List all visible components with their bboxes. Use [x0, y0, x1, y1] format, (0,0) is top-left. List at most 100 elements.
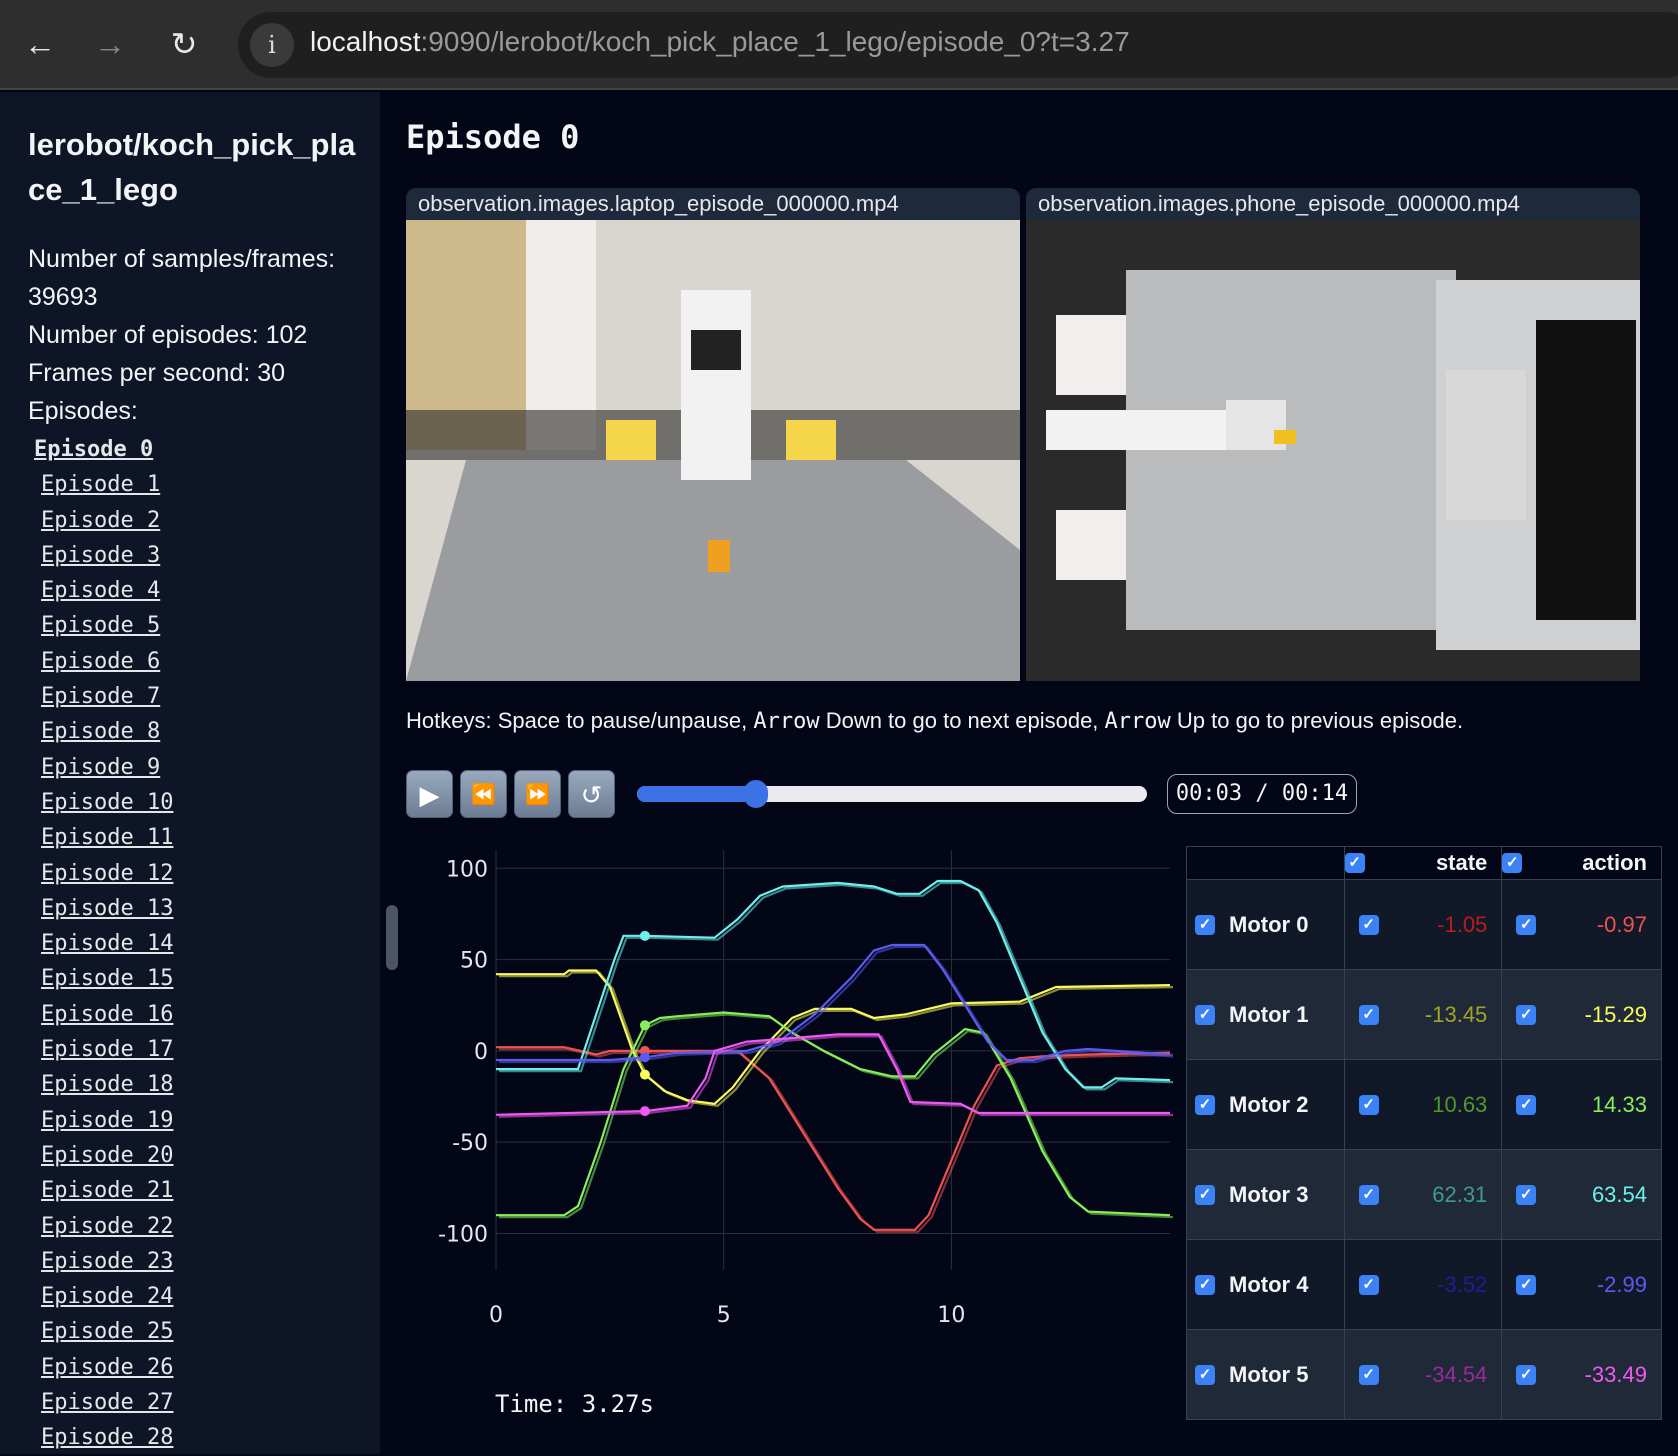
cursor-point — [639, 930, 650, 941]
video-phone[interactable]: observation.images.phone_episode_000000.… — [1026, 188, 1640, 681]
motor-checkbox[interactable]: ✓ — [1195, 914, 1215, 935]
address-bar[interactable]: i localhost:9090/lerobot/koch_pick_place… — [238, 12, 1678, 78]
episode-link[interactable]: Episode 16 — [41, 1001, 174, 1027]
state-all-checkbox[interactable]: ✓ — [1344, 853, 1365, 873]
state-checkbox[interactable]: ✓ — [1358, 1364, 1379, 1385]
time-display: 00:03 / 00:14 — [1167, 774, 1357, 814]
episode-link[interactable]: Episode 14 — [41, 931, 174, 957]
state-checkbox[interactable]: ✓ — [1358, 1184, 1379, 1205]
back-icon[interactable]: ← — [24, 26, 56, 62]
state-cell: ✓ 62.31 — [1343, 1149, 1503, 1240]
slider-handle[interactable] — [744, 780, 769, 808]
action-cell: ✓ 14.33 — [1501, 1059, 1662, 1150]
episode-link[interactable]: Episode 21 — [41, 1178, 174, 1204]
motor-chart[interactable]: 0 5 10 100 50 0 -50 -100 — [420, 840, 1180, 1400]
x-tick-label: 10 — [937, 1303, 965, 1328]
episode-link[interactable]: Episode 26 — [41, 1354, 174, 1380]
hotkey-arrow: Arrow — [1104, 709, 1171, 734]
motor-name: Motor 3 — [1229, 1181, 1309, 1207]
episode-link[interactable]: Episode 2 — [41, 507, 161, 533]
cursor-point — [639, 1020, 650, 1031]
episode-link[interactable]: Episode 15 — [41, 966, 174, 992]
action-checkbox[interactable]: ✓ — [1516, 1094, 1537, 1115]
motor-checkbox[interactable]: ✓ — [1195, 1004, 1215, 1025]
episode-link[interactable]: Episode 12 — [41, 860, 174, 886]
state-line — [499, 945, 1174, 1064]
table-row: ✓ Motor 0 ✓ -1.05 ✓ -0.97 — [1186, 879, 1662, 970]
action-checkbox[interactable]: ✓ — [1516, 1184, 1537, 1205]
episode-link[interactable]: Episode 3 — [41, 542, 161, 568]
motor-checkbox[interactable]: ✓ — [1195, 1274, 1215, 1295]
episode-link[interactable]: Episode 4 — [41, 578, 161, 604]
action-line — [495, 1033, 1170, 1116]
action-cell: ✓ -33.49 — [1501, 1329, 1662, 1420]
episode-link[interactable]: Episode 6 — [41, 648, 161, 674]
episode-list: Episode 0 Episode 1 Episode 2 Episode 3 Epis… — [34, 432, 173, 1456]
action-cell: ✓ 63.54 — [1501, 1149, 1662, 1240]
state-checkbox[interactable]: ✓ — [1358, 1004, 1379, 1025]
table-row: ✓ Motor 1 ✓ -13.45 ✓ -15.29 — [1186, 969, 1662, 1060]
action-checkbox[interactable]: ✓ — [1516, 1274, 1537, 1295]
motor-values-table: ✓ state ✓ action ✓ Motor 0 ✓ -1.05 ✓ -0.97 ✓ Mo… — [1186, 846, 1662, 1420]
state-cell: ✓ -1.05 — [1343, 879, 1503, 970]
video-frame[interactable] — [406, 220, 1020, 681]
action-line — [496, 1011, 1171, 1217]
url-text[interactable]: localhost:9090/lerobot/koch_pick_place_1… — [310, 26, 1130, 58]
episode-link[interactable]: Episode 28 — [41, 1425, 174, 1451]
motor-name: Motor 2 — [1229, 1091, 1309, 1117]
episode-link[interactable]: Episode 20 — [41, 1142, 174, 1168]
fast-forward-button[interactable]: ⏩ — [514, 770, 561, 818]
episode-link[interactable]: Episode 5 — [41, 613, 161, 639]
action-all-checkbox[interactable]: ✓ — [1502, 853, 1523, 873]
y-tick-label: 0 — [474, 1040, 488, 1065]
cursor-point — [639, 1106, 650, 1117]
motor-checkbox[interactable]: ✓ — [1195, 1094, 1215, 1115]
state-checkbox[interactable]: ✓ — [1358, 1274, 1379, 1295]
episode-link[interactable]: Episode 8 — [41, 719, 161, 745]
motor-name: Motor 1 — [1229, 1001, 1309, 1027]
video-laptop[interactable]: observation.images.laptop_episode_000000… — [406, 188, 1020, 681]
episode-link[interactable]: Episode 22 — [41, 1213, 174, 1239]
action-checkbox[interactable]: ✓ — [1516, 914, 1537, 935]
episode-link[interactable]: Episode 10 — [41, 789, 174, 815]
state-line — [498, 1035, 1173, 1118]
rewind-button[interactable]: ⏪ — [460, 770, 507, 818]
play-button[interactable]: ▶ — [406, 770, 453, 818]
state-checkbox[interactable]: ✓ — [1358, 1094, 1379, 1115]
action-cell: ✓ -0.97 — [1501, 879, 1662, 970]
episode-link[interactable]: Episode 19 — [41, 1107, 174, 1133]
motor-checkbox[interactable]: ✓ — [1195, 1364, 1215, 1385]
reload-icon[interactable]: ↻ — [170, 26, 198, 62]
stat-fps: Frames per second: 30 — [28, 359, 286, 387]
episode-link[interactable]: Episode 11 — [41, 825, 174, 851]
site-info-icon[interactable]: i — [250, 23, 294, 67]
episode-link[interactable]: Episode 23 — [41, 1248, 174, 1274]
episode-link[interactable]: Episode 18 — [41, 1072, 174, 1098]
episode-link[interactable]: Episode 9 — [41, 754, 161, 780]
episode-link[interactable]: Episode 17 — [41, 1037, 174, 1063]
episode-link[interactable]: Episode 27 — [41, 1390, 174, 1416]
playback-slider[interactable] — [637, 780, 1147, 808]
episode-link[interactable]: Episode 0 — [34, 437, 154, 462]
action-checkbox[interactable]: ✓ — [1516, 1004, 1537, 1025]
video-label: observation.images.phone_episode_000000.… — [1038, 191, 1520, 216]
motor-checkbox[interactable]: ✓ — [1195, 1184, 1215, 1205]
forward-icon[interactable]: → — [94, 26, 126, 62]
action-line — [496, 1046, 1171, 1231]
video-frame[interactable] — [1026, 220, 1640, 681]
episode-link[interactable]: Episode 7 — [41, 684, 161, 710]
motor-name: Motor 4 — [1229, 1271, 1309, 1297]
action-value: -0.97 — [1596, 911, 1647, 937]
y-tick-label: 50 — [460, 949, 488, 974]
loop-button[interactable]: ↺ — [568, 770, 615, 818]
action-line — [496, 879, 1171, 1089]
episode-link[interactable]: Episode 24 — [41, 1284, 174, 1310]
action-checkbox[interactable]: ✓ — [1516, 1364, 1537, 1385]
episode-link[interactable]: Episode 25 — [41, 1319, 174, 1345]
dataset-stats: Number of samples/frames: 39693 Number o… — [28, 240, 358, 430]
episode-link[interactable]: Episode 13 — [41, 895, 174, 921]
sidebar-scrollbar[interactable] — [386, 905, 398, 970]
episode-link[interactable]: Episode 1 — [41, 472, 161, 498]
x-tick-label: 0 — [489, 1303, 503, 1328]
state-checkbox[interactable]: ✓ — [1358, 914, 1379, 935]
